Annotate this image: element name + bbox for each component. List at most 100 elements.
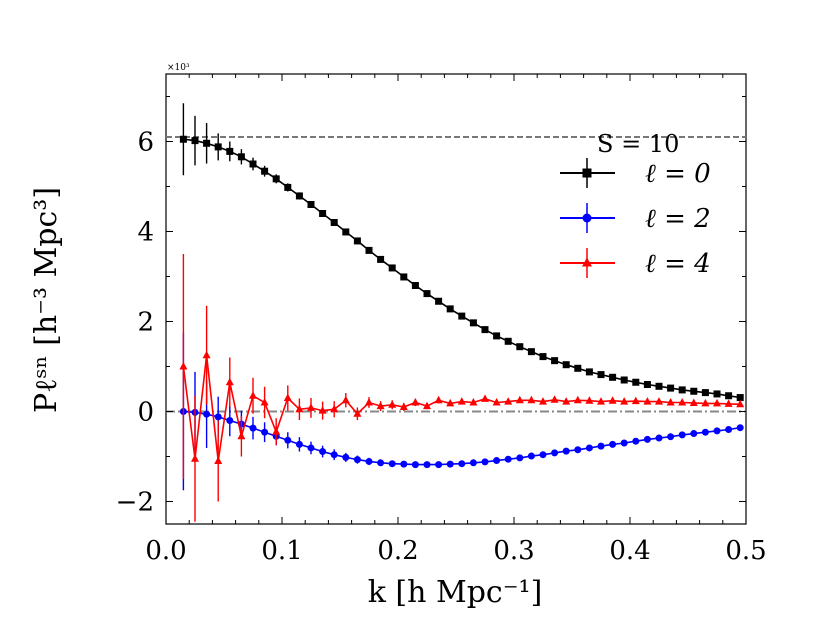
point-l4 (191, 454, 199, 462)
point-l4 (411, 398, 420, 406)
x-tick-label: 0.0 (145, 536, 186, 566)
point-l0 (435, 297, 443, 305)
legend-marker-l4 (582, 257, 592, 267)
tick-labels: 0.0 0.1 0.2 0.3 0.4 0.5 −2 0 2 4 6 (116, 128, 767, 567)
point-l2 (388, 460, 396, 468)
point-l0 (597, 371, 605, 379)
point-l4 (179, 362, 188, 370)
point-l2 (667, 433, 675, 441)
point-l0 (527, 348, 535, 356)
point-l4 (318, 406, 327, 414)
point-l4 (365, 398, 373, 406)
point-l4 (678, 398, 687, 406)
point-l0 (504, 337, 512, 345)
point-l0 (261, 167, 269, 175)
x-axis-label: k [h Mpc⁻¹] (368, 575, 543, 610)
point-l0 (377, 255, 385, 263)
point-l2 (400, 460, 408, 468)
point-l2 (435, 461, 443, 469)
annotation-label: S = 10 (597, 130, 679, 158)
point-l4 (504, 397, 513, 405)
point-l4 (283, 393, 292, 401)
point-l4 (388, 400, 397, 408)
point-l2 (609, 440, 617, 448)
point-l0 (493, 332, 501, 340)
point-l4 (643, 397, 652, 405)
y-tick-label: 2 (137, 308, 154, 338)
point-l0 (365, 246, 373, 254)
axis-ticks (165, 74, 747, 524)
point-l4 (515, 395, 524, 404)
point-l0 (272, 175, 280, 183)
point-l4 (434, 395, 443, 404)
point-l2 (585, 444, 593, 452)
point-l0 (284, 183, 292, 191)
point-l2 (643, 435, 651, 443)
point-l0 (342, 228, 350, 236)
point-l4 (550, 395, 559, 403)
point-l2 (562, 447, 570, 455)
y-multiplier-label: ×10³ (167, 63, 190, 73)
x-tick-label: 0.1 (261, 536, 302, 566)
point-l4 (724, 399, 733, 407)
point-l2 (620, 439, 628, 447)
point-l4 (597, 397, 605, 405)
point-l2 (319, 448, 327, 456)
point-l4 (562, 397, 571, 405)
point-l0 (585, 368, 593, 376)
point-l0 (226, 147, 234, 155)
point-l4 (225, 377, 234, 386)
point-l4 (689, 398, 698, 406)
point-l0 (423, 290, 431, 298)
point-l0 (446, 305, 454, 313)
y-tick-label: 6 (137, 128, 154, 158)
point-l0 (713, 390, 721, 398)
reference-lines (166, 136, 746, 413)
point-l2 (295, 440, 303, 448)
point-l4 (481, 394, 489, 402)
point-l2 (203, 410, 211, 418)
point-l0 (203, 139, 211, 147)
y-tick-label: −2 (116, 488, 154, 518)
point-l4 (295, 404, 304, 413)
series-l0 (179, 103, 744, 402)
point-l2 (261, 428, 269, 436)
point-l0 (179, 135, 187, 143)
point-l4 (655, 397, 663, 405)
x-tick-label: 0.4 (609, 536, 650, 566)
point-l2 (330, 451, 338, 459)
point-l2 (481, 458, 489, 466)
x-tick-label: 0.5 (725, 536, 766, 566)
point-l0 (574, 364, 582, 372)
point-l0 (620, 376, 628, 384)
point-l0 (400, 273, 408, 281)
point-l0 (643, 381, 651, 388)
point-l0 (725, 392, 733, 400)
series-l4 (179, 254, 745, 522)
point-l2 (342, 453, 350, 461)
point-l4 (202, 350, 211, 359)
point-l4 (307, 403, 315, 411)
point-l4 (701, 398, 710, 407)
point-l2 (458, 460, 466, 468)
point-l2 (504, 455, 512, 463)
point-l2 (632, 437, 640, 445)
point-l4 (492, 398, 501, 406)
point-l4 (469, 398, 478, 406)
point-l2 (377, 459, 385, 467)
point-l2 (516, 454, 524, 462)
point-l2 (725, 426, 733, 433)
point-l0 (307, 201, 315, 208)
legend-label-l2: ℓ = 2 (645, 204, 711, 234)
point-l0 (562, 361, 570, 369)
legend-entry-l0: ℓ = 0 (560, 158, 711, 189)
point-l0 (469, 319, 477, 327)
point-l2 (365, 457, 373, 465)
point-l0 (678, 386, 686, 394)
point-l4 (341, 395, 350, 404)
point-l4 (666, 398, 675, 406)
point-l4 (573, 395, 582, 404)
legend: ℓ = 0 ℓ = 2 ℓ = 4 (560, 158, 711, 279)
point-l2 (353, 456, 361, 464)
